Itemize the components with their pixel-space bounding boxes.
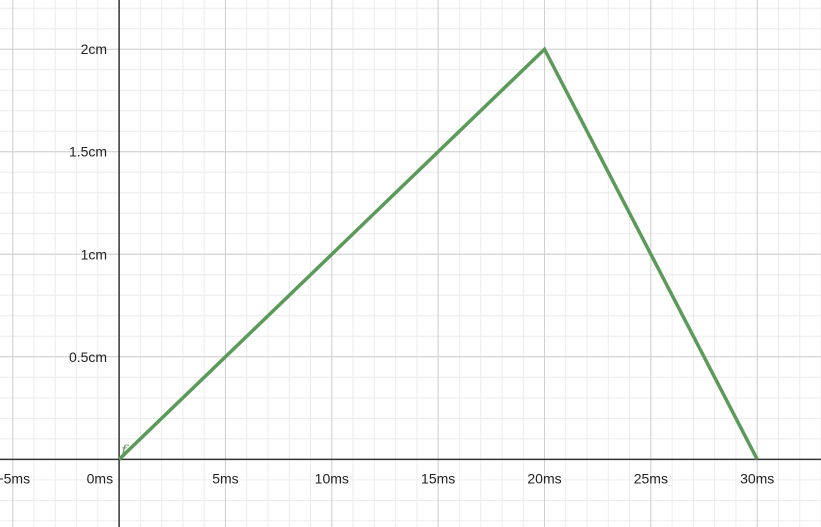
x-tick-label: 25ms: [634, 470, 668, 486]
series-layer: f: [117, 46, 759, 461]
y-tick-label: 0.5cm: [69, 349, 107, 365]
x-tick-labels: −5ms 0ms 5ms 10ms 15ms 20ms 25ms 30ms: [0, 470, 774, 486]
y-tick-label: 1.5cm: [69, 144, 107, 160]
series-label: f: [120, 441, 129, 459]
x-tick-label: 5ms: [212, 470, 238, 486]
x-tick-label: 10ms: [315, 470, 349, 486]
series-line-f[interactable]: [117, 46, 759, 461]
x-tick-label: 20ms: [527, 470, 561, 486]
x-tick-label: −5ms: [0, 470, 30, 486]
y-tick-label: 1cm: [81, 246, 107, 262]
y-tick-labels: 0.5cm 1cm 1.5cm 2cm: [69, 41, 107, 365]
x-tick-label: 15ms: [421, 470, 455, 486]
y-tick-label: 2cm: [81, 41, 107, 57]
x-tick-label: 30ms: [740, 470, 774, 486]
x-tick-label: 0ms: [87, 470, 113, 486]
